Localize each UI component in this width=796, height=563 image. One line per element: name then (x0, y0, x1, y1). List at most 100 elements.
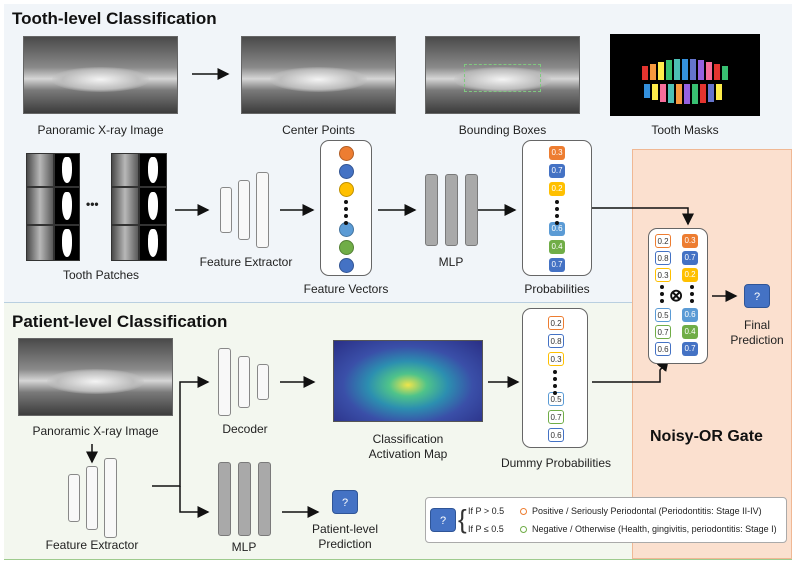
patient-mlp-label: MLP (231, 540, 257, 554)
final-prediction-line2: Prediction (730, 333, 784, 347)
bounding-boxes-label: Bounding Boxes (458, 123, 547, 137)
patch-xray (111, 153, 139, 187)
feature-vector-dot (339, 164, 354, 179)
extractor-layer-2 (238, 180, 250, 240)
tooth-patches-label: Tooth Patches (62, 268, 140, 282)
tooth-mlp-label: MLP (438, 255, 464, 269)
tooth-feature-extractor-label: Feature Extractor (199, 255, 293, 269)
legend-positive-condition: If P > 0.5 (468, 506, 505, 516)
final-prediction-line1: Final (743, 318, 770, 332)
arrow-probs-to-gate (592, 207, 694, 226)
probability-value: 0.2 (549, 182, 565, 196)
center-points-image (241, 36, 396, 114)
probability-value: 0.8 (548, 334, 564, 348)
gate-frame (648, 228, 708, 364)
dummy-probabilities-label: Dummy Probabilities (500, 456, 612, 470)
patch-mask (54, 187, 80, 225)
probability-value: 0.7 (548, 410, 564, 424)
patient-feature-extractor-label: Feature Extractor (45, 538, 139, 552)
feature-vector-dot (339, 258, 354, 273)
patient-prediction-label: Patient-level Prediction (295, 522, 395, 552)
patient-panoramic-xray-image (18, 338, 173, 416)
legend: ? { If P > 0.5 If P ≤ 0.5 Positive / Ser… (425, 497, 787, 543)
probability-value: 0.7 (655, 325, 671, 339)
probability-value: 0.6 (682, 308, 698, 322)
gate-left-ellipsis (660, 285, 666, 306)
patch-mask (139, 187, 167, 225)
cam-label-line1: Classification (372, 432, 444, 446)
decoder-layer-2 (238, 356, 250, 408)
decoder-label: Decoder (222, 422, 268, 436)
probability-value: 0.8 (655, 251, 671, 265)
patient-panoramic-xray-label: Panoramic X-ray Image (32, 424, 159, 438)
feature-vector-dot (339, 146, 354, 161)
probability-value: 0.3 (655, 268, 671, 282)
probability-value: 0.5 (655, 308, 671, 322)
patch-xray (26, 225, 54, 261)
tooth-mlp-layer-2 (445, 174, 458, 246)
extractor-layer-1 (220, 187, 232, 233)
arrow-extractor-to-decoder (152, 376, 210, 487)
patient-prediction-line1: Patient-level (311, 522, 379, 536)
patch-mask (139, 225, 167, 261)
arrow-extractor-to-mlp (179, 486, 210, 518)
probability-value: 0.3 (682, 234, 698, 248)
tooth-mlp-layer-1 (425, 174, 438, 246)
dummy-ellipsis (553, 370, 559, 398)
classification-activation-map (333, 340, 483, 422)
patient-prediction-line2: Prediction (318, 537, 372, 551)
probability-value: 0.6 (655, 342, 671, 356)
center-points-label: Center Points (282, 123, 355, 137)
probability-value: 0.2 (655, 234, 671, 248)
probability-value: 0.2 (682, 268, 698, 282)
patch-mask (139, 153, 167, 187)
patient-extractor-layer-3 (104, 458, 117, 538)
legend-brace: { (458, 504, 467, 534)
patch-mask (54, 225, 80, 261)
extractor-layer-3 (256, 172, 269, 248)
tooth-masks-label: Tooth Masks (651, 123, 719, 137)
patch-xray (26, 153, 54, 187)
patient-extractor-layer-2 (86, 466, 98, 530)
probability-value: 0.4 (682, 325, 698, 339)
arrow-dummy-to-gate (592, 358, 669, 383)
tooth-masks-image (610, 34, 760, 116)
cam-label: Classification Activation Map (333, 432, 483, 462)
patient-mlp-layer-2 (238, 462, 251, 536)
probability-value: 0.3 (548, 352, 564, 366)
probability-value: 0.7 (682, 251, 698, 265)
patch-xray (111, 225, 139, 261)
patch-xray (26, 187, 54, 225)
feature-vectors-label: Feature Vectors (303, 282, 389, 296)
gate-right-ellipsis (690, 285, 696, 306)
legend-positive-dot (520, 508, 527, 515)
decoder-layer-1 (218, 348, 231, 416)
probability-value: 0.7 (682, 342, 698, 356)
patient-extractor-layer-1 (68, 474, 80, 522)
probability-value: 0.6 (548, 428, 564, 442)
tooth-level-title: Tooth-level Classification (12, 9, 217, 28)
legend-symbol: ? (430, 508, 456, 532)
decoder-layer-3 (257, 364, 269, 400)
legend-negative-condition: If P ≤ 0.5 (468, 524, 504, 534)
tooth-masks-graphic (642, 59, 728, 104)
probability-value: 0.3 (549, 146, 565, 160)
feature-vector-dot (339, 240, 354, 255)
patient-level-title: Patient-level Classification (12, 312, 228, 331)
patch-ellipsis: ••• (86, 197, 99, 211)
probability-value: 0.2 (548, 316, 564, 330)
final-prediction-label: Final Prediction (722, 318, 792, 348)
probabilities-label: Probabilities (524, 282, 590, 296)
patient-mlp-layer-1 (218, 462, 231, 536)
patient-mlp-layer-3 (258, 462, 271, 536)
legend-negative-text: Negative / Otherwise (Health, gingivitis… (532, 524, 777, 534)
probability-value: 0.6 (549, 222, 565, 236)
probability-value: 0.7 (549, 164, 565, 178)
tooth-mlp-layer-3 (465, 174, 478, 246)
legend-positive-text: Positive / Seriously Periodontal (Period… (532, 506, 762, 516)
patient-prediction-box: ? (332, 490, 358, 514)
feature-vector-dot (339, 182, 354, 197)
patch-mask (54, 153, 80, 187)
probability-value: 0.7 (549, 258, 565, 272)
